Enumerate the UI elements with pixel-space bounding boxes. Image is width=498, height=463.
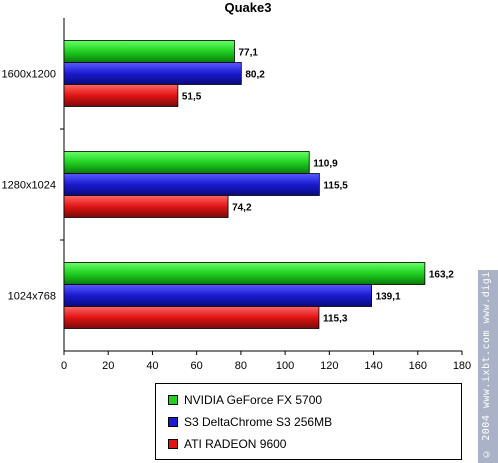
x-tick-label: 0 [61,360,67,372]
chart: Quake3 0 20 40 60 80 100 120 140 160 180 1600x1200… [2,0,472,372]
x-tick-label: 20 [102,360,114,372]
bar-value-label: 110,9 [313,159,338,170]
legend-label-ati: ATI RADEON 9600 [184,437,287,451]
legend-swatch-ati [168,439,178,449]
legend-swatch-nvidia [168,395,178,405]
bar-s3 [63,173,320,196]
legend-item-nvidia: NVIDIA GeForce FX 5700 [168,393,322,407]
chart-title: Quake3 [225,0,272,15]
bar-nvidia [63,151,310,174]
x-tick-label: 80 [235,360,247,372]
x-tick-label: 40 [146,360,158,372]
bar-s3 [63,284,372,307]
plot-area: 0 20 40 60 80 100 120 140 160 180 1600x1200 77,1 80,… [2,18,471,372]
bar-nvidia [63,262,426,285]
legend-label-s3: S3 DeltaChrome S3 256MB [184,415,333,429]
bar-value-label: 115,3 [323,314,348,325]
category-label: 1600x1200 [2,69,56,81]
bar-value-label: 139,1 [376,292,401,303]
category-label: 1024x768 [8,291,56,303]
bar-value-label: 51,5 [182,92,202,103]
legend-item-s3: S3 DeltaChrome S3 256MB [168,415,332,429]
bar-ati [63,306,320,329]
watermark-strip: © 2004 www.ixbt.com www.digit-life.com [478,206,498,463]
legend-item-ati: ATI RADEON 9600 [168,437,286,451]
bar-value-label: 115,5 [323,181,348,192]
x-tick-label: 160 [409,360,427,372]
bar-ati [63,84,179,107]
x-tick-label: 180 [453,360,471,372]
bar-value-label: 77,1 [238,48,258,59]
bar-ati [63,195,229,218]
bar-s3 [63,62,242,85]
bar-value-label: 163,2 [429,270,454,281]
x-tick-label: 120 [320,360,338,372]
x-tick-label: 100 [276,360,294,372]
x-tick-label: 60 [191,360,203,372]
category-label: 1280x1024 [2,180,56,192]
legend: NVIDIA GeForce FX 5700 S3 DeltaChrome S3… [155,383,462,460]
watermark-text: © 2004 www.ixbt.com www.digit-life.com [481,206,492,459]
legend-label-nvidia: NVIDIA GeForce FX 5700 [184,393,323,407]
bar-nvidia [63,40,235,63]
bar-value-label: 80,2 [245,70,265,81]
x-tick-label: 140 [364,360,382,372]
legend-swatch-s3 [168,417,178,427]
bar-value-label: 74,2 [232,203,252,214]
